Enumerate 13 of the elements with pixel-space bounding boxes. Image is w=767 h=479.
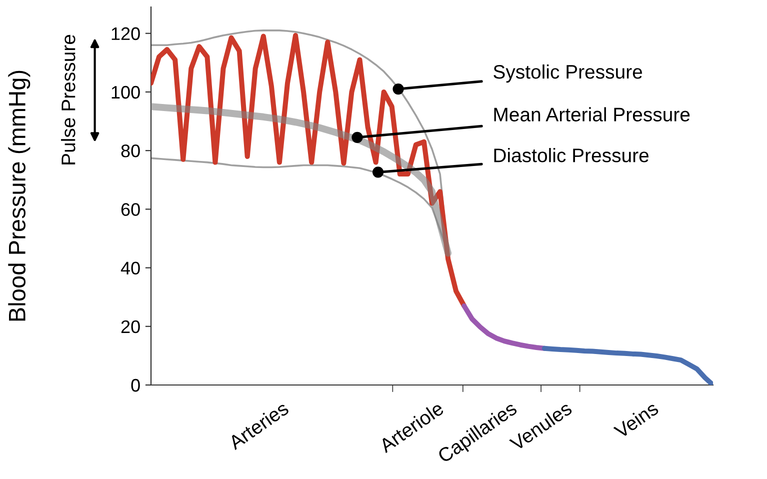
y-tick-label: 60: [121, 203, 140, 216]
y-tick-label: 120: [112, 27, 140, 40]
annotation: Systolic Pressure: [494, 64, 642, 83]
y-tick-label: 40: [120, 262, 140, 275]
annotation: Mean Arterial Pressure: [494, 107, 690, 122]
text: Pulse Pressure: [61, 34, 76, 164]
y-tick-label: 100: [112, 86, 140, 99]
y-tick-label: 0: [131, 378, 140, 392]
annotation: Diastolic Pressure: [494, 148, 649, 162]
text: Veins: [612, 400, 660, 440]
y-tick-label: 20: [121, 320, 140, 334]
y-tick-label: 80: [121, 144, 140, 158]
y-axis-title: Blood Pressure (mmHg): [8, 70, 30, 321]
